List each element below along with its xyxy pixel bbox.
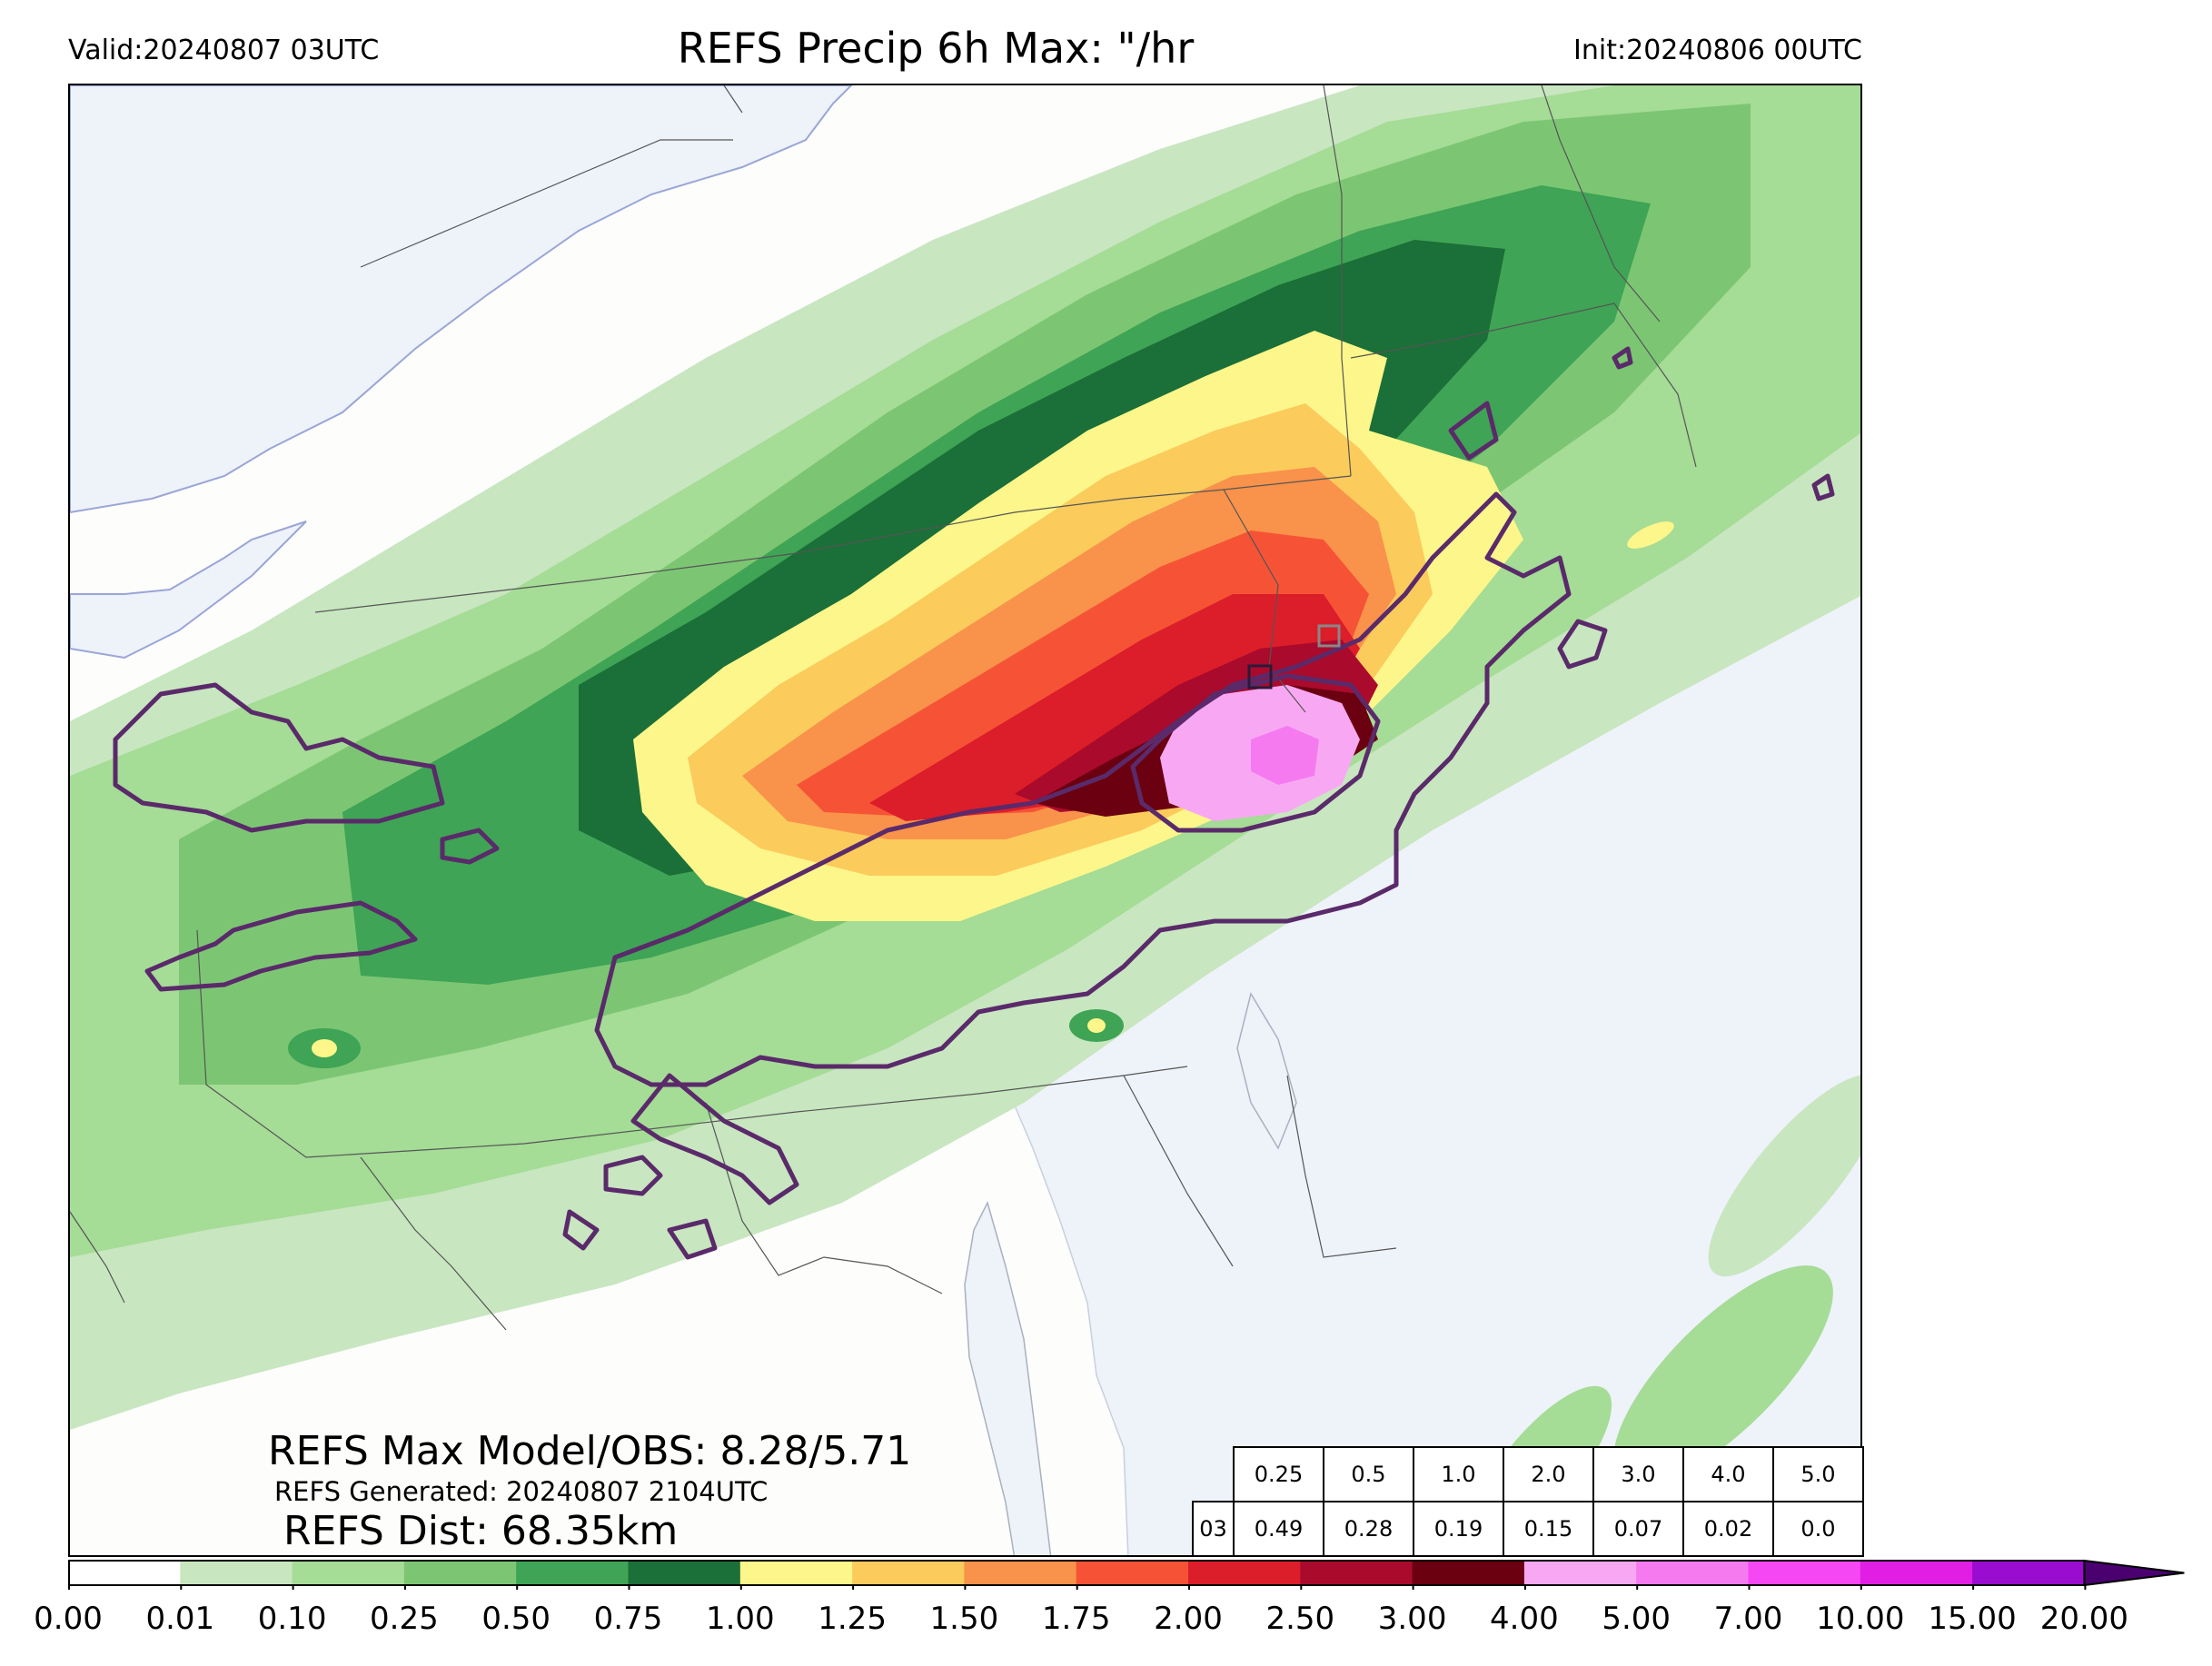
colorbar-segment [964,1561,1077,1585]
threshold-cell: 3.0 [1592,1446,1684,1502]
colorbar-segment [180,1561,293,1585]
precip-shading [70,85,1860,1547]
map-canvas [70,85,1860,1555]
colorbar-tick-label: 0.01 [145,1601,215,1637]
colorbar [68,1559,2185,1590]
chart-title: REFS Precip 6h Max: "/hr [677,24,1195,73]
max-model-obs-label: REFS Max Model/OBS: 8.28/5.71 [268,1428,912,1474]
colorbar-tick-label: 1.50 [929,1601,999,1637]
colorbar-segment [292,1561,405,1585]
colorbar-segment [1523,1561,1637,1585]
colorbar-tick-label: 0.25 [370,1601,439,1637]
colorbar-extend-arrow [2083,1559,2185,1587]
colorbar-segment [628,1561,741,1585]
model-max-marker [1317,624,1341,648]
threshold-cell: 0.25 [1233,1446,1324,1502]
row-label-cell: 03 [1192,1501,1235,1557]
colorbar-tick-label: 4.00 [1490,1601,1559,1637]
colorbar-tick-label: 0.10 [257,1601,327,1637]
colorbar-segment [852,1561,965,1585]
colorbar-tick-label: 0.50 [481,1601,551,1637]
value-cell: 0.19 [1413,1501,1504,1557]
value-cell: 0.07 [1592,1501,1684,1557]
colorbar-tick-label: 0.75 [593,1601,663,1637]
delaware-bay [1236,992,1297,1150]
precip-map [68,84,1862,1557]
colorbar-segment [1748,1561,1861,1585]
colorbar-tick-label: 2.00 [1154,1601,1223,1637]
borders [70,85,1697,1331]
colorbar-segment [1188,1561,1301,1585]
colorbar-segment [403,1561,517,1585]
colorbar-segment [516,1561,630,1585]
lake-ontario [70,85,853,514]
value-cell: 0.02 [1682,1501,1774,1557]
chesapeake-bay [964,1200,1052,1555]
colorbar-tick-label: 5.00 [1602,1601,1671,1637]
threshold-cell: 2.0 [1503,1446,1594,1502]
init-time-label: Init:20240806 00UTC [1573,35,1862,66]
colorbar-tick-label: 0.00 [34,1601,103,1637]
colorbar-segment [1972,1561,2085,1585]
colorbar-segment [739,1561,853,1585]
value-cell: 0.0 [1772,1501,1864,1557]
threshold-cell: 5.0 [1772,1446,1864,1502]
observed-contours [113,346,1835,1260]
lake-erie [70,521,307,659]
threshold-value-row: 03 0.49 0.28 0.19 0.15 0.07 0.02 0.0 [1192,1501,1864,1557]
threshold-cell: 1.0 [1413,1446,1504,1502]
colorbar-segment [68,1561,181,1585]
distance-label: REFS Dist: 68.35km [283,1508,679,1554]
threshold-cell: 0.5 [1323,1446,1414,1502]
colorbar-tick-label: 10.00 [1816,1601,1905,1637]
value-cell: 0.28 [1323,1501,1414,1557]
colorbar-tick-label: 20.00 [2039,1601,2129,1637]
colorbar-tick-label: 1.25 [818,1601,887,1637]
threshold-corner-cell [1193,1447,1234,1502]
colorbar-segment [1076,1561,1189,1585]
obs-station-marker [1247,664,1273,689]
colorbar-segment [1636,1561,1750,1585]
valid-time-label: Valid:20240807 03UTC [68,35,380,66]
colorbar-tick-label: 1.00 [705,1601,775,1637]
colorbar-segment [1300,1561,1413,1585]
colorbar-segment [1860,1561,1973,1585]
colorbar-tick-label: 15.00 [1928,1601,2017,1637]
threshold-cell: 4.0 [1682,1446,1774,1502]
colorbar-tick-label: 2.50 [1265,1601,1335,1637]
colorbar-tick-label: 7.00 [1713,1601,1783,1637]
colorbar-tick-label: 1.75 [1041,1601,1111,1637]
threshold-table: 0.25 0.5 1.0 2.0 3.0 4.0 5.0 03 0.49 0.2… [1192,1446,1864,1557]
threshold-header-row: 0.25 0.5 1.0 2.0 3.0 4.0 5.0 [1193,1446,1864,1502]
value-cell: 0.15 [1503,1501,1594,1557]
generated-label: REFS Generated: 20240807 2104UTC [274,1476,769,1507]
colorbar-segment [1412,1561,1525,1585]
colorbar-tick-label: 3.00 [1377,1601,1447,1637]
value-cell: 0.49 [1233,1501,1324,1557]
